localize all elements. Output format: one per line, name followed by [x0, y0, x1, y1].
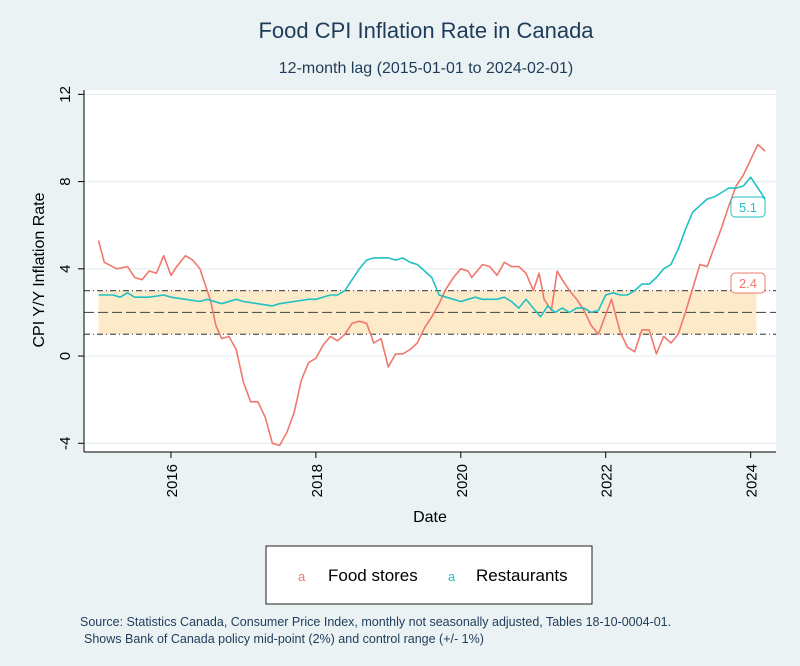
legend-label-restaurants: Restaurants	[476, 566, 568, 585]
x-tick-label: 2022	[599, 464, 616, 497]
y-tick-label: -4	[57, 437, 74, 450]
end-label-restaurants: 5.1	[739, 200, 757, 215]
y-tick-label: 4	[57, 265, 74, 273]
y-tick-label: 0	[57, 352, 74, 360]
legend-label-food-stores: Food stores	[328, 566, 418, 585]
chart-subtitle: 12-month lag (2015-01-01 to 2024-02-01)	[279, 60, 573, 77]
plot-area	[84, 90, 776, 452]
control-range	[84, 290, 776, 335]
series-line-food-stores	[97, 143, 766, 447]
y-tick-labels: -4 0 4 8 12	[57, 86, 84, 450]
end-label-box-food-stores	[730, 272, 766, 294]
source-note: Source: Statistics Canada, Consumer Pric…	[80, 615, 671, 629]
legend-marker-food-stores: a	[298, 569, 306, 584]
x-tick-label: 2024	[744, 464, 761, 497]
y-tick-label: 12	[57, 86, 74, 103]
x-tick-label: 2018	[309, 464, 326, 497]
x-tick-label: 2016	[164, 464, 181, 497]
end-label-food-stores: 2.4	[739, 276, 757, 291]
series-lines	[97, 143, 766, 447]
policy-note: Shows Bank of Canada policy mid-point (2…	[84, 632, 484, 646]
series-line-restaurants	[98, 176, 766, 318]
end-labels: 2.4 5.1	[730, 196, 766, 294]
chart-title: Food CPI Inflation Rate in Canada	[258, 18, 594, 43]
legend-box	[265, 545, 593, 605]
x-axis-label: Date	[413, 509, 447, 526]
x-tick-label: 2020	[454, 464, 471, 497]
axes	[83, 90, 776, 453]
end-label-box-restaurants	[730, 196, 766, 218]
y-axis-label: CPI Y/Y Inflation Rate	[31, 192, 48, 347]
x-tick-labels: 2016 2018 2020 2022 2024	[164, 452, 761, 497]
legend-marker-restaurants: a	[448, 569, 456, 584]
y-tick-label: 8	[57, 177, 74, 185]
